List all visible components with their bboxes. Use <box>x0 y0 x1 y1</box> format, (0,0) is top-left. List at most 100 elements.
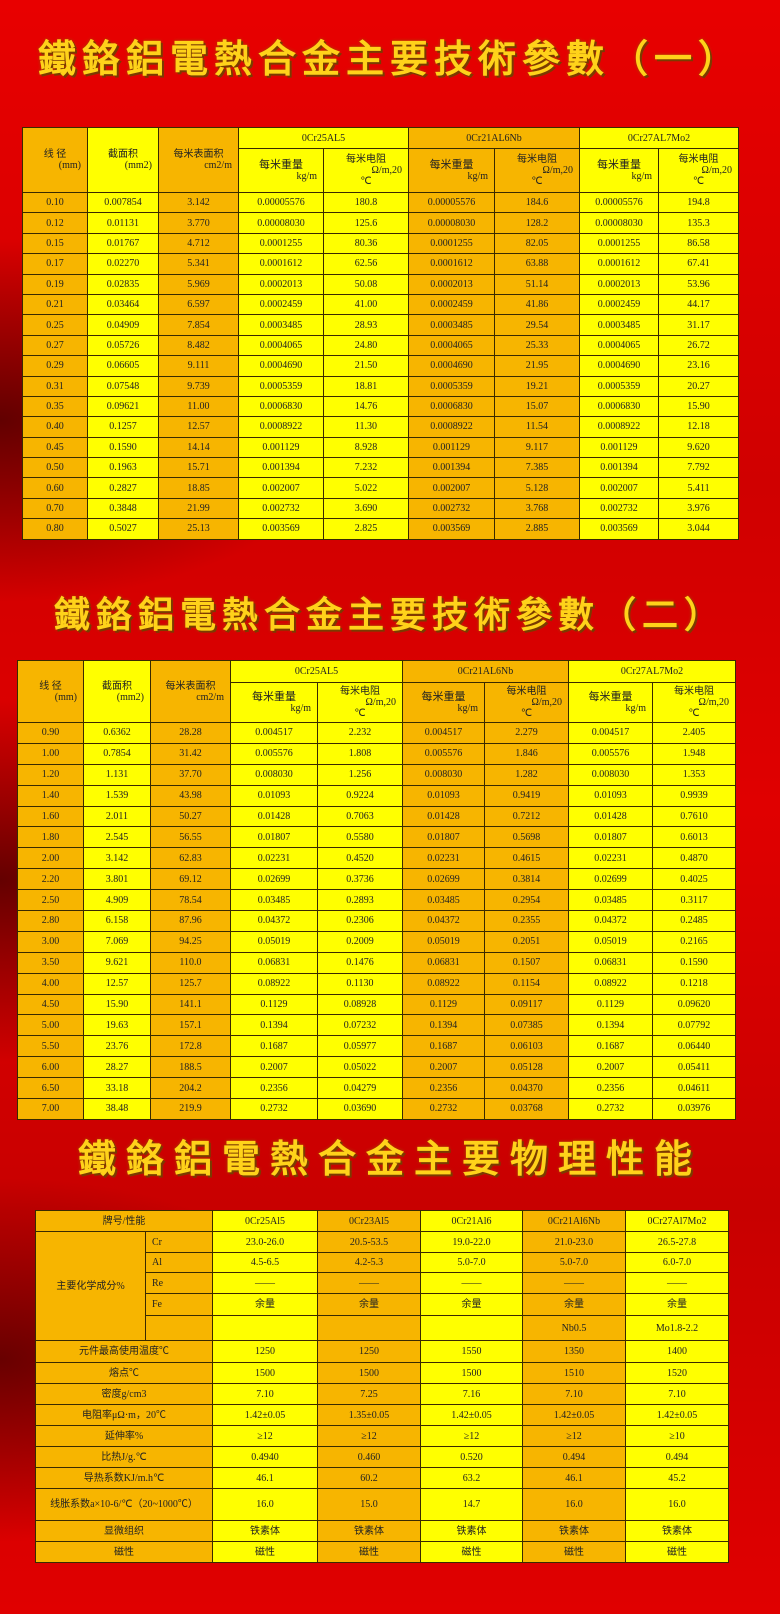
table-cell: 5.0-7.0 <box>420 1252 523 1273</box>
weight-label: 每米重量 <box>429 158 474 171</box>
weight-unit: kg/m <box>296 170 317 182</box>
table-cell: 0.4520 <box>317 847 403 870</box>
table-cell: 0.01428 <box>568 805 653 828</box>
header-weight: 每米重量 kg/m <box>579 148 659 193</box>
table-cell: 3.142 <box>83 847 151 870</box>
table-cell: 5.00 <box>17 1014 84 1037</box>
table-cell: 0.2485 <box>651 910 737 932</box>
table-cell: 0.4025 <box>651 868 737 891</box>
table-row: 0.35 0.09621 11.00 0.0006830 14.76 0.0006830 1… <box>22 395 740 418</box>
header-surface-unit: cm2/m <box>204 160 232 171</box>
table-cell: 0.09621 <box>87 395 159 418</box>
table-row: 5.00 19.63 157.1 0.1394 0.07232 0.1394 0.07385… <box>17 1014 737 1037</box>
table-row: 0.21 0.03464 6.597 0.0002459 41.00 0.0002459 4… <box>22 293 740 316</box>
table-cell: 1500 <box>212 1362 318 1384</box>
table-cell: 0.2356 <box>568 1077 653 1100</box>
property-label: 电阻率μΩ·m，20℃ <box>35 1404 213 1426</box>
composition-label: 主要化学成分% <box>35 1231 146 1341</box>
table-row: 2.80 6.158 87.96 0.04372 0.2306 0.04372 0.2355… <box>17 910 737 932</box>
table-cell: 0.04370 <box>484 1077 569 1100</box>
table-cell: 0.9224 <box>317 784 403 807</box>
table-cell: 7.792 <box>657 457 740 479</box>
table-cell: 磁性 <box>625 1541 729 1563</box>
table-cell: 4.2-5.3 <box>317 1252 421 1273</box>
header-alloy: 0Cr27AL7Mo2 <box>578 127 740 149</box>
table-cell: 0.00005576 <box>238 191 324 214</box>
table-cell: 82.05 <box>494 232 580 255</box>
table-cell: 4.5-6.5 <box>212 1252 318 1273</box>
table-cell: 141.1 <box>150 993 231 1016</box>
table-cell: 1.808 <box>317 742 403 765</box>
table-cell: 9.739 <box>158 375 239 397</box>
resistance-unit: Ω/m,20 <box>701 165 733 176</box>
table-cell: ≥12 <box>212 1425 318 1447</box>
resistance-unit-celsius: ℃ <box>360 176 372 187</box>
table-cell: 0.19 <box>22 273 88 295</box>
header-resistance: 每米电阻 Ω/m,20 ℃ <box>651 682 737 723</box>
table-cell: 62.83 <box>150 847 231 870</box>
table-cell: 1.20 <box>17 763 84 786</box>
table-cell: 7.10 <box>625 1383 729 1405</box>
physical-properties-table: 牌号/性能 0Cr25Al5 0Cr23Al5 0Cr21Al6 0Cr21Al6Nb 0… <box>35 1210 729 1563</box>
table-cell: 0.31 <box>22 375 88 397</box>
table-cell: 1.35±0.05 <box>317 1404 421 1426</box>
header-weight: 每米重量 kg/m <box>230 682 318 723</box>
table-cell: 50.08 <box>323 273 409 295</box>
table-cell: 9.621 <box>83 951 151 974</box>
table-cell: 3.142 <box>158 191 239 214</box>
table-cell: 86.58 <box>657 232 740 255</box>
table-cell: 0.06831 <box>402 951 485 974</box>
table-cell: 3.00 <box>17 930 84 953</box>
table-cell: 0.00008030 <box>238 212 324 234</box>
table-row: 1.60 2.011 50.27 0.01428 0.7063 0.01428 0.7212… <box>17 805 737 828</box>
table-cell: 31.17 <box>657 314 740 336</box>
table-cell: 26.5-27.8 <box>625 1231 729 1253</box>
table-cell: 7.232 <box>323 457 409 479</box>
table-cell: 60.2 <box>317 1467 421 1489</box>
composition-row: Re —— —— —— —— —— <box>36 1272 729 1294</box>
header-area-unit: (mm2) <box>116 691 144 703</box>
table-cell: 0.04372 <box>402 910 485 932</box>
table-cell: 0.2165 <box>651 930 737 953</box>
table-cell: 7.10 <box>522 1383 626 1405</box>
header-alloy: 0Cr21AL6Nb <box>402 660 569 683</box>
table-cell: 0.4615 <box>484 847 569 870</box>
table-cell: 41.00 <box>323 293 409 316</box>
table-cell: 15.0 <box>317 1488 421 1521</box>
table-cell: 7.385 <box>494 457 580 479</box>
property-row: 导热系数KJ/m.h℃ 46.1 60.2 63.2 46.1 45.2 <box>35 1467 729 1489</box>
table-cell: 铁素体 <box>522 1520 626 1542</box>
table-cell: 0.0006830 <box>579 395 659 418</box>
table-cell: 0.2355 <box>484 910 569 932</box>
table-cell: 194.8 <box>657 191 740 214</box>
weight-label: 每米重量 <box>421 690 466 703</box>
table-cell: 2.279 <box>484 722 569 744</box>
table-cell: 0.02835 <box>87 273 159 295</box>
table-cell: 0.004517 <box>402 722 485 744</box>
table-cell: —— <box>522 1272 626 1294</box>
table-cell: 0.008030 <box>230 763 318 786</box>
table-cell: 0.08928 <box>317 993 403 1016</box>
table-cell: 磁性 <box>317 1541 421 1563</box>
table-cell: 0.005576 <box>568 742 653 765</box>
table-cell: 1.353 <box>651 763 737 786</box>
table-cell: —— <box>420 1272 523 1294</box>
table-cell: 19.21 <box>494 375 580 397</box>
table-cell: 14.76 <box>323 395 409 418</box>
resistance-unit-celsius: ℃ <box>531 176 543 187</box>
table-cell: 0.2356 <box>402 1077 485 1100</box>
table-cell: 0.06831 <box>568 951 653 974</box>
table-cell: 7.00 <box>17 1098 84 1120</box>
table-cell: 125.6 <box>323 212 409 234</box>
table-cell: 0.01767 <box>87 232 159 255</box>
table-cell: 63.2 <box>420 1467 523 1489</box>
header-diameter-unit: (mm) <box>54 691 77 703</box>
table-cell: 0.02231 <box>402 847 485 870</box>
table-cell: 0.3117 <box>651 889 737 912</box>
table-cell: 0.04909 <box>87 314 159 336</box>
table-cell: 0.0004065 <box>579 334 659 357</box>
table-row: 6.50 33.18 204.2 0.2356 0.04279 0.2356 0.04370… <box>17 1077 737 1100</box>
element-label: Re <box>145 1272 213 1294</box>
table-cell: 0.02699 <box>402 868 485 891</box>
table-cell: 11.00 <box>158 395 239 418</box>
